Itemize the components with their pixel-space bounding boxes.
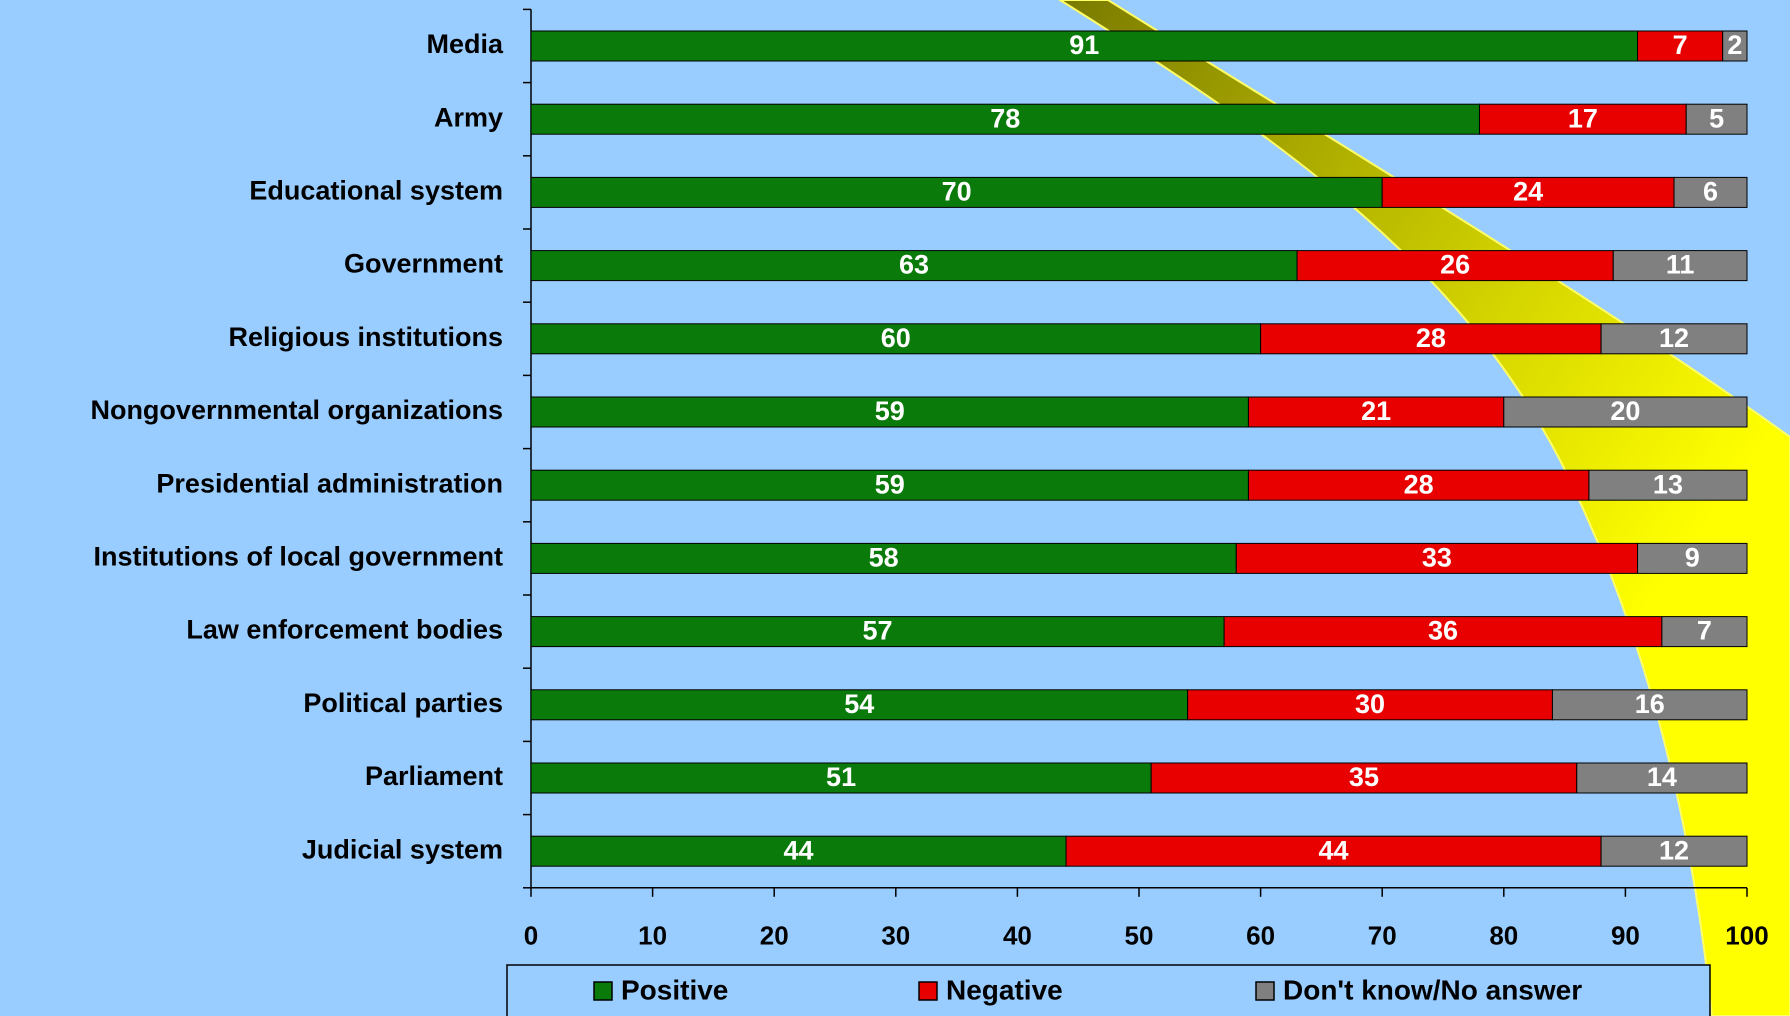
bar-segment [1551,689,1748,721]
legend-label: Don't know/No answer [1283,974,1582,1005]
bar-segment [1503,396,1748,428]
bar-segment [530,469,1249,501]
value-label: 5 [1709,103,1724,133]
bar-segment [1722,30,1748,62]
category-label: Religious institutions [229,322,504,352]
value-label: 12 [1659,323,1689,353]
value-label: 20 [1610,396,1640,426]
bar-segment [530,30,1639,62]
category-label: Presidential administration [156,468,503,498]
value-label: 17 [1568,103,1598,133]
x-tick-label: 30 [881,921,910,951]
bar-segment [1576,762,1748,794]
bar-segment [1600,323,1748,355]
bar-segment [530,835,1067,867]
bar-segment [1223,616,1663,648]
category-label: Educational system [249,176,503,206]
value-label: 12 [1659,835,1689,865]
bar-segment [530,323,1262,355]
category-label: Parliament [365,761,503,791]
value-label: 54 [844,689,874,719]
legend-label: Positive [621,974,728,1005]
value-label: 44 [783,835,813,865]
legend-box [506,964,1711,1016]
value-label: 9 [1685,543,1700,573]
value-label: 26 [1440,250,1470,280]
category-label: Media [426,29,504,59]
value-label: 57 [863,616,893,646]
legend-swatch [918,981,938,1001]
category-label: Army [434,102,503,132]
value-label: 16 [1635,689,1665,719]
bar-segment [530,250,1298,282]
value-label: 59 [875,469,905,499]
bar-segment [530,689,1189,721]
x-tick-label: 10 [638,921,667,951]
x-tick-label: 50 [1125,921,1154,951]
bar-segment [1235,542,1639,574]
value-label: 35 [1349,762,1379,792]
bar-segment [530,762,1152,794]
value-label: 28 [1416,323,1446,353]
value-label: 44 [1319,835,1349,865]
bar-segment [1588,469,1748,501]
bar-segment [1296,250,1614,282]
value-label: 63 [899,250,929,280]
bar-segment [1247,396,1505,428]
bar-segment [1600,835,1748,867]
value-label: 78 [990,103,1020,133]
bar-segment [1247,469,1590,501]
value-label: 13 [1653,469,1683,499]
bar-segment [1612,250,1748,282]
value-label: 11 [1666,250,1695,280]
value-label: 24 [1513,177,1543,207]
bar-segment [530,396,1249,428]
category-label: Institutions of local government [93,542,503,572]
value-label: 7 [1697,616,1712,646]
legend-swatch [1255,981,1275,1001]
bar-segment [1673,176,1748,208]
category-label: Judicial system [302,834,503,864]
value-label: 36 [1428,616,1458,646]
value-label: 6 [1703,177,1718,207]
value-label: 91 [1069,30,1099,60]
plot: 0 10 20 30 40 50 60 70 80 90 100 Media 91 7 2 Army 78 17 5… [90,8,1769,951]
bar-segment [1065,835,1602,867]
legend-label: Negative [946,974,1063,1005]
bar-segment [1685,103,1748,135]
bar-segment [530,542,1237,574]
value-label: 21 [1361,396,1391,426]
bar-segment [1381,176,1675,208]
value-label: 51 [826,762,856,792]
x-tick-label: 70 [1368,921,1397,951]
bar-segment [1637,30,1724,62]
value-label: 7 [1673,30,1688,60]
value-label: 30 [1355,689,1385,719]
x-tick-label: 20 [760,921,789,951]
x-tick-label: 90 [1611,921,1640,951]
x-tick-label: 100 [1725,921,1768,951]
category-label: Government [344,249,503,279]
value-label: 14 [1647,762,1677,792]
x-tick-label: 60 [1246,921,1275,951]
value-label: 2 [1727,30,1742,60]
value-label: 60 [881,323,911,353]
category-label: Nongovernmental organizations [90,395,503,425]
value-label: 58 [869,543,899,573]
category-label: Law enforcement bodies [186,615,503,645]
x-tick-label: 0 [524,921,538,951]
value-label: 33 [1422,543,1452,573]
bar-segment [1637,542,1748,574]
bar-segment [530,616,1225,648]
bar-segment [1661,616,1748,648]
x-tick-label: 80 [1489,921,1518,951]
value-label: 70 [942,177,972,207]
value-label: 59 [875,396,905,426]
bar-segment [1260,323,1602,355]
category-label: Political parties [303,688,503,718]
value-label: 28 [1404,469,1434,499]
legend-swatch [593,981,613,1001]
x-tick-label: 40 [1003,921,1032,951]
